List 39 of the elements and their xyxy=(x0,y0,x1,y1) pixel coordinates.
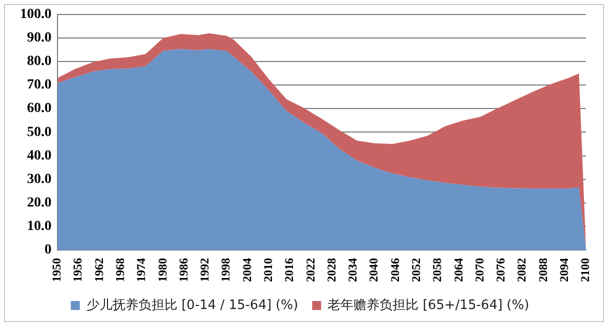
y-tick-label: 80.0 xyxy=(27,54,52,70)
x-tick-label: 2052 xyxy=(408,258,423,282)
y-tick-label: 50.0 xyxy=(27,124,52,140)
y-tick-label: 0 xyxy=(44,242,52,258)
x-tick-label: 1998 xyxy=(218,258,233,282)
x-tick-label: 1992 xyxy=(198,258,212,282)
y-tick-label: 60.0 xyxy=(27,101,52,116)
y-tick-label: 10.0 xyxy=(27,219,52,234)
y-tick-label: 100.0 xyxy=(20,7,52,22)
x-tick-label: 2022 xyxy=(303,258,318,282)
x-tick-label: 1962 xyxy=(92,258,106,282)
x-tick-label: 2010 xyxy=(260,258,275,282)
x-tick-label: 1968 xyxy=(113,258,128,282)
x-tick-label: 2064 xyxy=(451,258,466,282)
y-tick-label: 70.0 xyxy=(27,78,52,93)
legend-label: 少儿抚养负担比 [0-14 / 15-64] (%) xyxy=(86,296,298,313)
y-tick-label: 90.0 xyxy=(27,30,52,46)
x-tick-label: 2016 xyxy=(282,258,296,282)
legend-label: 老年赡养负担比 [65+/15-64] (%) xyxy=(328,296,530,313)
y-tick-label: 40.0 xyxy=(27,148,52,164)
x-tick-label: 2076 xyxy=(494,258,508,282)
x-tick-label: 2004 xyxy=(240,258,254,282)
y-tick-label: 30.0 xyxy=(27,172,52,187)
x-tick-label: 1974 xyxy=(134,258,148,282)
x-tick-label: 2034 xyxy=(346,258,360,282)
x-tick-label: 2082 xyxy=(514,258,529,282)
x-tick-label: 2058 xyxy=(430,258,444,282)
x-tick-label: 2094 xyxy=(556,258,571,282)
x-tick-label: 2040 xyxy=(366,258,381,282)
x-tick-label: 2088 xyxy=(536,258,550,282)
x-tick-label: 1980 xyxy=(155,258,170,282)
x-tick-label: 1950 xyxy=(50,258,64,282)
x-tick-label: 2070 xyxy=(472,258,486,282)
x-tick-label: 1956 xyxy=(70,258,85,282)
x-tick-label: 2046 xyxy=(388,258,402,282)
y-tick-label: 20.0 xyxy=(27,195,52,210)
x-tick-label: 2100 xyxy=(578,258,592,282)
x-tick-label: 2028 xyxy=(324,258,338,282)
x-tick-label: 1986 xyxy=(176,258,190,282)
